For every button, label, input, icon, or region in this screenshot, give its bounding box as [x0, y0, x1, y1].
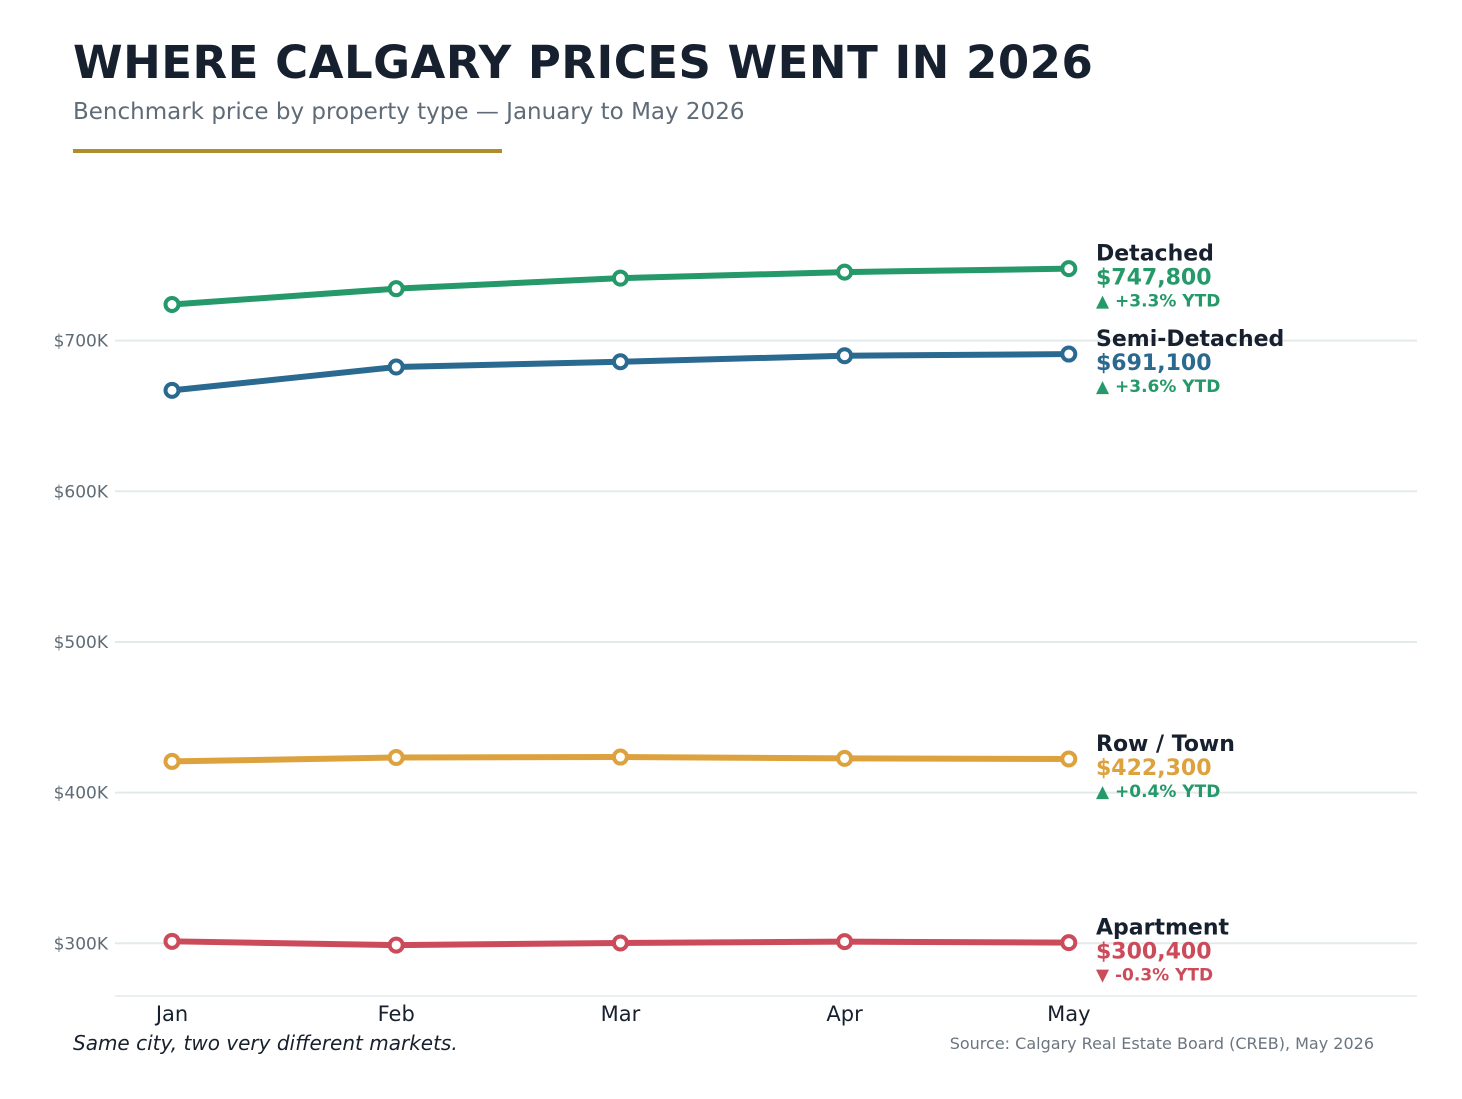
data-point [611, 934, 629, 952]
data-point [387, 280, 405, 298]
x-tick-label: Apr [826, 1002, 863, 1026]
series-name-label: Row / Town [1096, 732, 1235, 757]
data-point [611, 269, 629, 287]
data-point [1060, 260, 1078, 278]
series-value-label: $300,400 [1096, 940, 1212, 965]
series-ytd-label: ▲ +3.3% YTD [1096, 292, 1220, 312]
data-point [163, 932, 181, 950]
series-value-label: $422,300 [1096, 756, 1212, 781]
gridlines [115, 339, 1417, 997]
data-point [836, 347, 854, 365]
x-tick-label: Feb [378, 1002, 415, 1026]
data-point [163, 381, 181, 399]
data-point [1060, 345, 1078, 363]
data-point [387, 936, 405, 954]
series-name-label: Apartment [1096, 916, 1229, 941]
series-value-label: $691,100 [1096, 351, 1212, 376]
series-ytd-label: ▲ +0.4% YTD [1096, 782, 1220, 802]
series-value-label: $747,800 [1096, 266, 1212, 291]
y-tick-label: $500K [54, 633, 109, 653]
data-point [163, 752, 181, 770]
chart-title: WHERE CALGARY PRICES WENT IN 2026 [73, 36, 1094, 89]
x-axis-ticks: Jan Feb Mar Apr May [154, 1002, 1091, 1026]
chart-subtitle: Benchmark price by property type — Janua… [73, 99, 745, 125]
data-point [611, 353, 629, 371]
y-tick-label: $400K [54, 784, 109, 804]
source-credit: Source: Calgary Real Estate Board (CREB)… [949, 1034, 1374, 1053]
data-point [1060, 934, 1078, 952]
data-point [836, 933, 854, 951]
data-point [836, 263, 854, 281]
end-labels: Detached$747,800▲ +3.3% YTD Semi-Detached… [1096, 242, 1284, 986]
y-tick-label: $300K [54, 934, 109, 954]
series-ytd-label: ▲ +3.6% YTD [1096, 377, 1220, 397]
y-tick-label: $700K [54, 332, 109, 352]
x-tick-label: Mar [601, 1002, 641, 1026]
series-ytd-label: ▼ -0.3% YTD [1096, 966, 1213, 986]
data-point [387, 749, 405, 767]
x-tick-label: Jan [154, 1002, 188, 1026]
chart-footnote: Same city, two very different markets. [73, 1031, 458, 1055]
series-lines [163, 260, 1078, 954]
y-tick-label: $600K [54, 482, 109, 502]
x-tick-label: May [1047, 1002, 1090, 1026]
data-point [163, 295, 181, 313]
data-point [611, 748, 629, 766]
title-accent-rule [73, 149, 502, 153]
series-name-label: Detached [1096, 242, 1214, 267]
series-name-label: Semi-Detached [1096, 327, 1284, 352]
y-axis-ticks: $300K $400K $500K $600K $700K [54, 332, 109, 955]
data-point [836, 749, 854, 767]
data-point [387, 358, 405, 376]
data-point [1060, 750, 1078, 768]
